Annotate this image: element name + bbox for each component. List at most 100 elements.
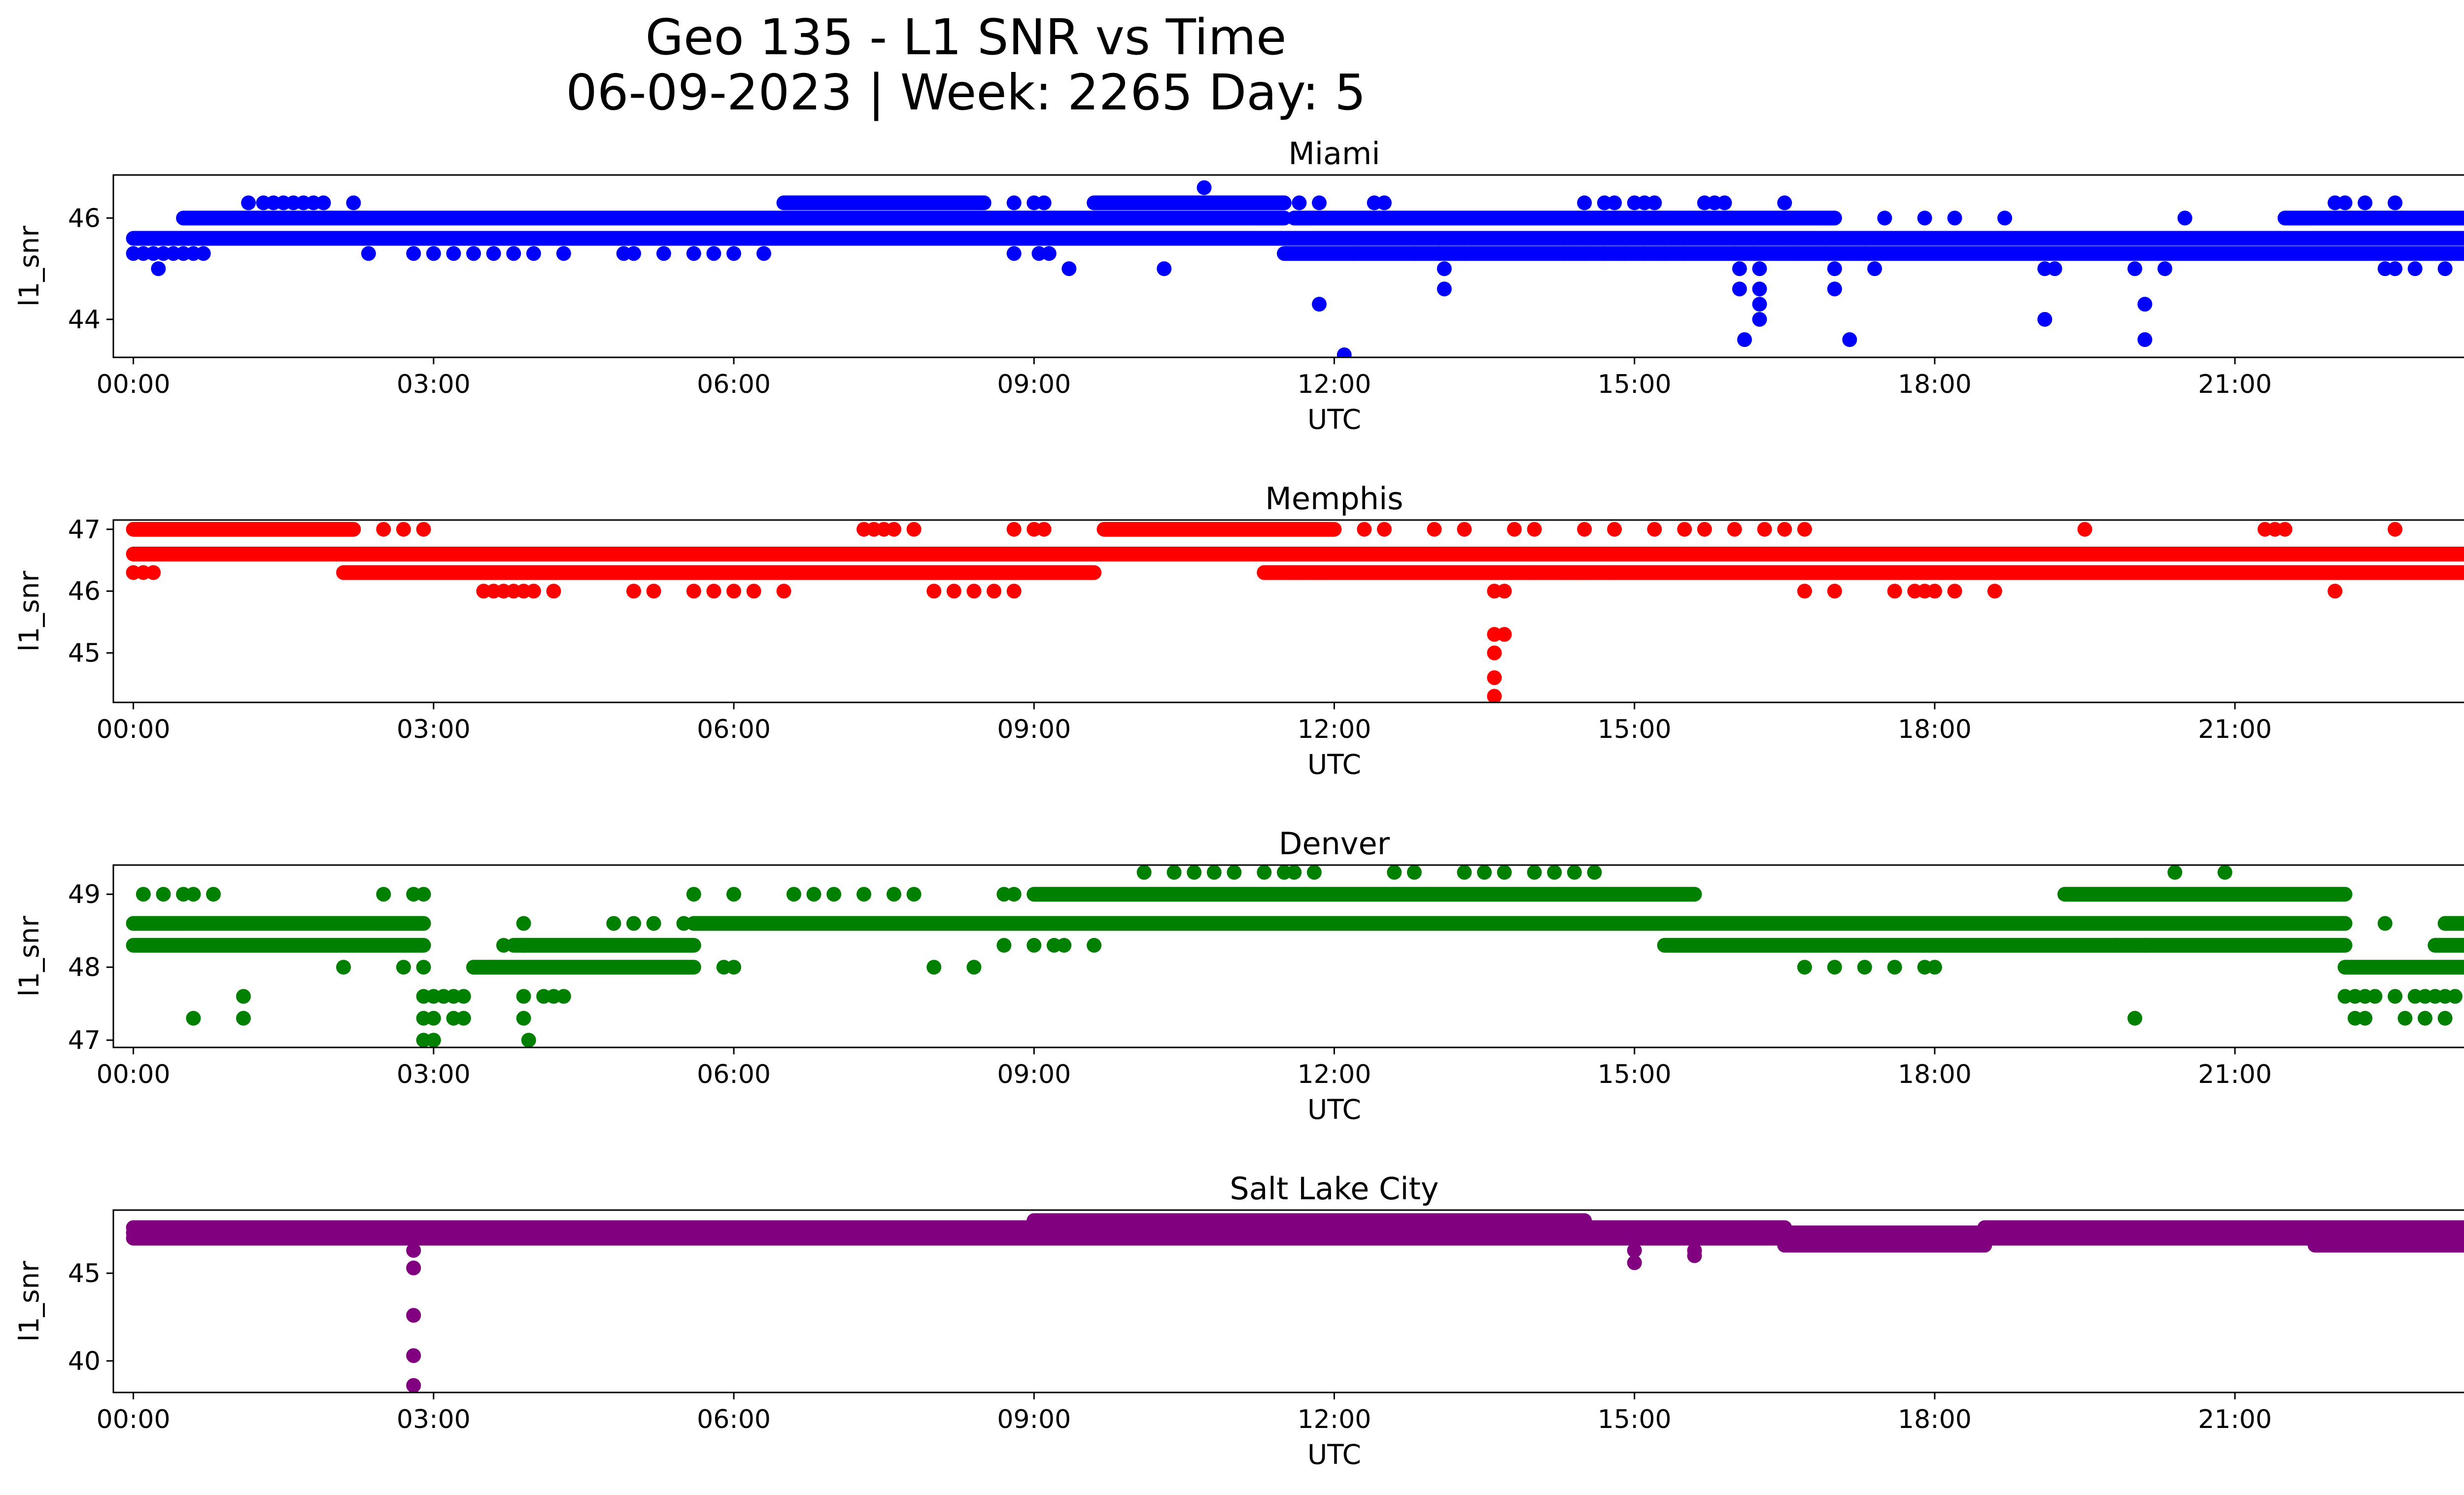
x-tick-label: 06:00 <box>697 1405 771 1434</box>
subplot-salt-lake-city: Salt Lake City 00:00 03:00 06:00 09:00 12:00 1… <box>13 1171 2464 1470</box>
data-point <box>1867 261 1882 277</box>
data-point <box>2437 261 2453 277</box>
data-point <box>1041 246 1057 261</box>
data-point <box>376 522 391 537</box>
data-point <box>1057 938 1072 953</box>
data-point <box>2107 938 2122 953</box>
data-point <box>1136 865 1152 880</box>
data-point <box>776 584 791 599</box>
data-point <box>1187 865 1202 880</box>
data-point <box>726 246 742 261</box>
data-point <box>2077 522 2092 537</box>
data-point <box>886 522 901 537</box>
data-point <box>1006 246 1022 261</box>
x-axis-label: UTC <box>1307 404 1361 435</box>
x-tick-label: 09:00 <box>997 715 1071 744</box>
data-point <box>1457 522 1472 537</box>
data-point <box>726 960 742 975</box>
data-point <box>1336 347 1352 357</box>
data-point <box>516 938 531 953</box>
data-point <box>1257 565 1272 580</box>
data-point <box>2358 1010 2373 1026</box>
data-point <box>1312 297 1327 312</box>
x-tick-label: 09:00 <box>997 1405 1071 1434</box>
data-point-band <box>1087 195 1292 210</box>
data-point <box>1752 281 1767 297</box>
data-point <box>1312 195 1327 210</box>
data-point <box>1732 261 1747 277</box>
data-point <box>416 522 431 537</box>
data-point <box>496 938 511 953</box>
data-point-band <box>466 960 701 975</box>
data-point-band <box>686 916 2353 931</box>
x-tick-label: 09:00 <box>997 1060 1071 1089</box>
data-point <box>946 584 961 599</box>
data-point-band <box>2437 916 2464 931</box>
data-point <box>2337 195 2353 210</box>
data-point <box>1157 261 1172 277</box>
data-point <box>1457 865 1472 880</box>
data-point <box>2447 989 2463 1004</box>
data-point <box>676 916 691 931</box>
data-point <box>406 1260 421 1276</box>
data-point-band <box>126 916 431 931</box>
data-point <box>906 522 922 537</box>
data-point <box>376 887 391 902</box>
data-point <box>1287 565 1302 580</box>
x-tick-label: 12:00 <box>1298 1405 1371 1434</box>
data-point <box>1857 246 1872 261</box>
data-point <box>546 584 561 599</box>
data-point <box>1827 584 1842 599</box>
y-axis-label: l1_snr <box>13 1261 45 1342</box>
data-point <box>1927 960 1942 975</box>
data-point <box>1547 865 1562 880</box>
data-point <box>1497 584 1512 599</box>
data-point <box>2388 989 2403 1004</box>
data-point <box>1487 645 1502 661</box>
data-point <box>416 960 431 975</box>
data-point <box>146 565 161 580</box>
data-point <box>1257 865 1272 880</box>
y-tick-label: 45 <box>68 1259 101 1288</box>
data-point <box>361 246 376 261</box>
data-point-band <box>1287 210 1842 226</box>
y-axis-label: l1_snr <box>13 226 45 307</box>
subplot-denver: Denver 00:00 03:00 06:00 09:00 12:00 15:00 18:0… <box>13 826 2464 1125</box>
data-point <box>626 246 641 261</box>
data-point <box>686 246 701 261</box>
data-point <box>1527 522 1542 537</box>
data-point <box>1587 865 1602 880</box>
data-point <box>1627 1255 1642 1270</box>
x-axis-label: UTC <box>1307 1439 1361 1470</box>
data-point <box>1497 627 1512 642</box>
data-point-band <box>2337 960 2464 975</box>
data-point <box>2377 916 2393 931</box>
data-point <box>1877 210 1892 226</box>
data-point <box>2167 865 2183 880</box>
data-point <box>416 887 431 902</box>
data-point-band <box>176 210 1292 226</box>
data-point <box>2157 261 2173 277</box>
data-point <box>1647 195 1662 210</box>
data-point <box>1757 522 1772 537</box>
data-point <box>2397 1010 2413 1026</box>
data-point <box>2327 584 2343 599</box>
x-axis-label: UTC <box>1307 749 1361 780</box>
data-point <box>2388 522 2403 537</box>
x-tick-label: 15:00 <box>1598 370 1672 399</box>
data-series <box>126 180 2464 357</box>
data-point <box>1061 261 1077 277</box>
data-point <box>2437 1010 2453 1026</box>
data-series <box>126 865 2464 1047</box>
data-series <box>126 522 2464 702</box>
data-point <box>1607 195 1622 210</box>
y-tick-label: 44 <box>68 305 101 335</box>
data-point-band <box>126 546 2464 561</box>
x-tick-label: 00:00 <box>97 1405 171 1434</box>
x-tick-label: 18:00 <box>1898 715 1972 744</box>
data-point <box>516 989 531 1004</box>
data-point <box>1317 565 1332 580</box>
data-point <box>626 916 641 931</box>
data-point <box>486 960 501 975</box>
data-point <box>516 1010 531 1026</box>
